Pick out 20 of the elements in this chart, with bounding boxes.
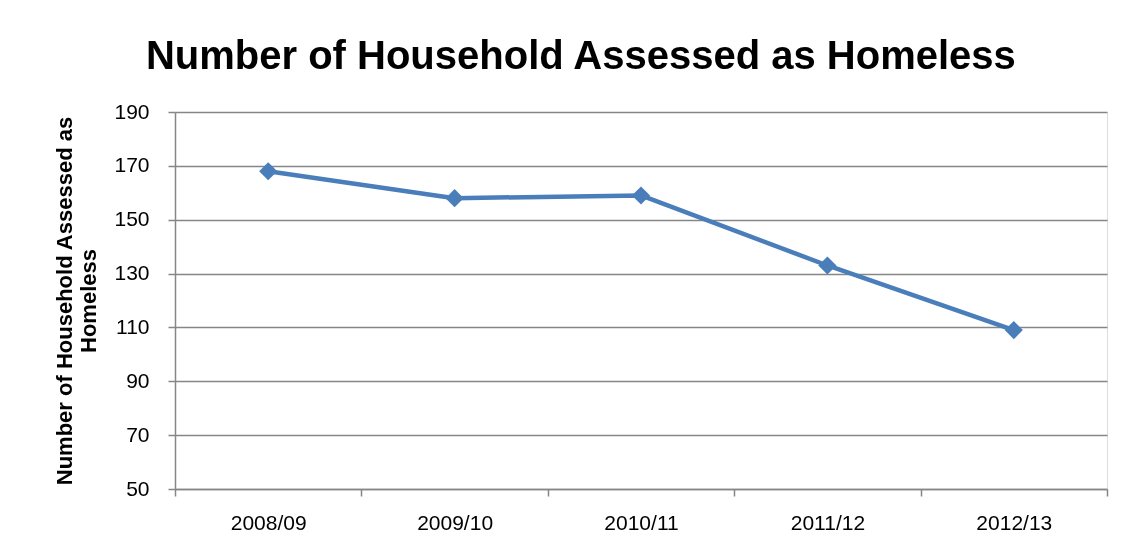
y-tick-label: 130 <box>114 261 150 285</box>
point <box>631 186 651 205</box>
point <box>259 162 278 181</box>
x-tick-label: 2009/10 <box>417 510 494 534</box>
point <box>818 256 837 275</box>
y-tick-label: 90 <box>126 368 150 392</box>
x-tick-label: 2011/12 <box>790 510 866 534</box>
point <box>1004 321 1023 340</box>
point <box>445 189 464 208</box>
x-tick-label: 2010/11 <box>604 510 679 534</box>
y-tick-label: 150 <box>114 207 150 231</box>
x-tick-label: 2012/13 <box>976 510 1053 534</box>
y-tick-label: 170 <box>114 153 150 177</box>
y-tick-label: 70 <box>126 422 150 446</box>
chart-title: Number of Household Assessed as Homeless <box>145 33 1016 77</box>
y-tick-label: 110 <box>116 314 150 338</box>
x-tick-label: 2008/09 <box>230 510 307 534</box>
y-tick-label: 50 <box>126 476 150 500</box>
y-axis-title: Number of Household Assessed as Homeless <box>52 116 102 486</box>
y-tick-label: 190 <box>114 99 150 123</box>
